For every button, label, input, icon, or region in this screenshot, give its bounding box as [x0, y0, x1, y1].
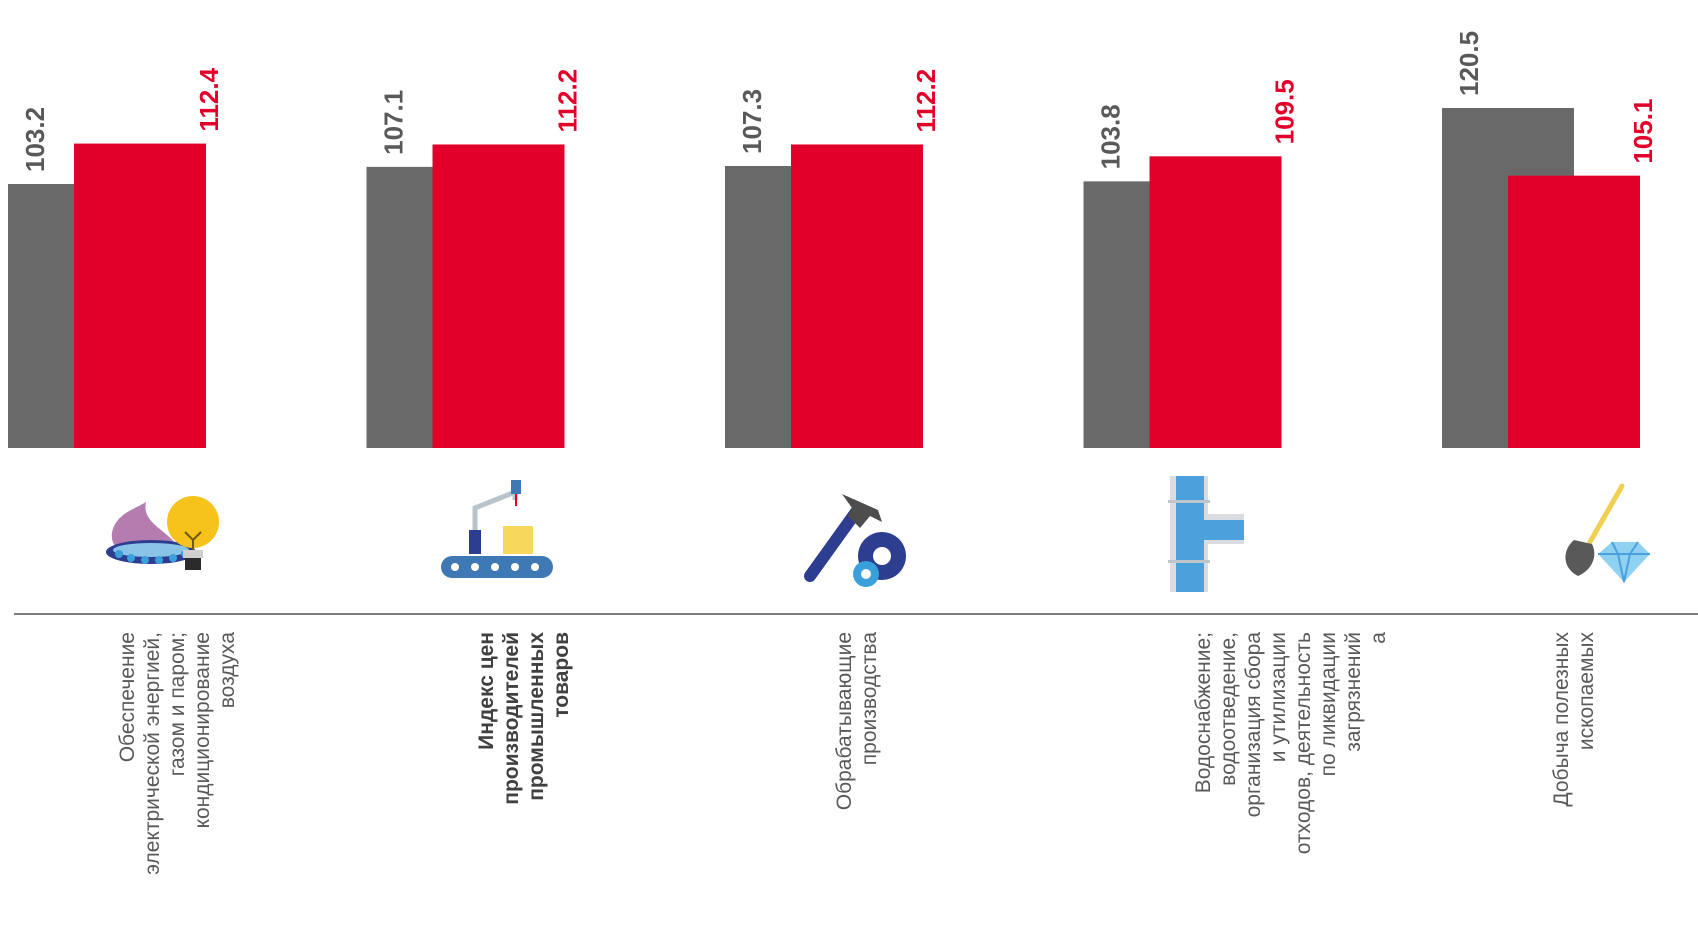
bar-series-b-4	[1508, 175, 1640, 448]
water-pipe-icon	[1130, 470, 1260, 600]
value-label-series-a-1: 107.1	[379, 90, 409, 155]
bar-series-b-1	[432, 144, 565, 448]
category-label-line: ископаемых	[1575, 632, 1598, 751]
category-label-line: промышленных	[524, 632, 548, 801]
category-label-line: электрической энергией,	[141, 632, 164, 875]
category-label-3: Водоснабжение; водоотведение, организация …	[1191, 632, 1390, 922]
value-label-series-a-4: 120.5	[1454, 31, 1484, 96]
shovel-and-diamond-icon	[1532, 470, 1662, 600]
category-label-line: Водоснабжение;	[1191, 632, 1215, 794]
category-label-1: Индекс цен производителей промышленных това…	[474, 632, 584, 922]
value-label-series-b-0: 112.4	[194, 67, 224, 131]
value-label-series-b-4: 105.1	[1628, 99, 1658, 164]
value-label-series-b-1: 112.2	[553, 69, 583, 133]
category-label-line: а	[1366, 632, 1390, 644]
category-label-line: водоотведение,	[1216, 632, 1240, 786]
category-label-2: Обрабатывающие производства	[832, 632, 942, 922]
value-label-series-a-3: 103.8	[1096, 104, 1126, 169]
hammer-and-gear-icon	[790, 470, 920, 600]
category-label-line: Обрабатывающие	[833, 632, 856, 811]
category-label-line: организация сбора	[1241, 632, 1265, 818]
value-label-series-a-2: 107.3	[737, 89, 767, 154]
bar-series-b-0	[74, 143, 206, 449]
value-label-series-b-2: 112.2	[911, 69, 941, 133]
gas-flame-and-lightbulb-icon	[101, 470, 231, 600]
category-label-line: производителей	[499, 632, 523, 805]
bar-series-b-3	[1149, 156, 1282, 448]
category-label-line: газом и паром;	[166, 632, 189, 777]
category-label-line: Индекс цен	[474, 632, 498, 750]
category-label-line: товаров	[549, 632, 573, 718]
category-label-line: Добыча полезных	[1550, 632, 1573, 807]
category-label-line: Обеспечение	[116, 632, 139, 763]
category-label-line: воздуха	[216, 632, 239, 709]
category-label-line: по ликвидации	[1316, 632, 1340, 777]
category-label-0: Обеспечение электрической энергией, газом …	[115, 632, 239, 922]
category-label-line: кондиционирование	[191, 632, 214, 829]
value-label-series-b-3: 109.5	[1270, 79, 1300, 144]
category-label-line: производства	[858, 632, 881, 766]
category-label-line: загрязнений	[1341, 632, 1365, 752]
category-label-4: Добыча полезных ископаемых	[1549, 632, 1659, 922]
category-label-line: и утилизации	[1266, 632, 1290, 763]
category-label-line: отходов, деятельность	[1291, 632, 1315, 855]
factory-conveyor-icon	[435, 470, 565, 600]
value-label-series-a-0: 103.2	[20, 107, 50, 172]
bar-series-b-2	[791, 144, 923, 448]
